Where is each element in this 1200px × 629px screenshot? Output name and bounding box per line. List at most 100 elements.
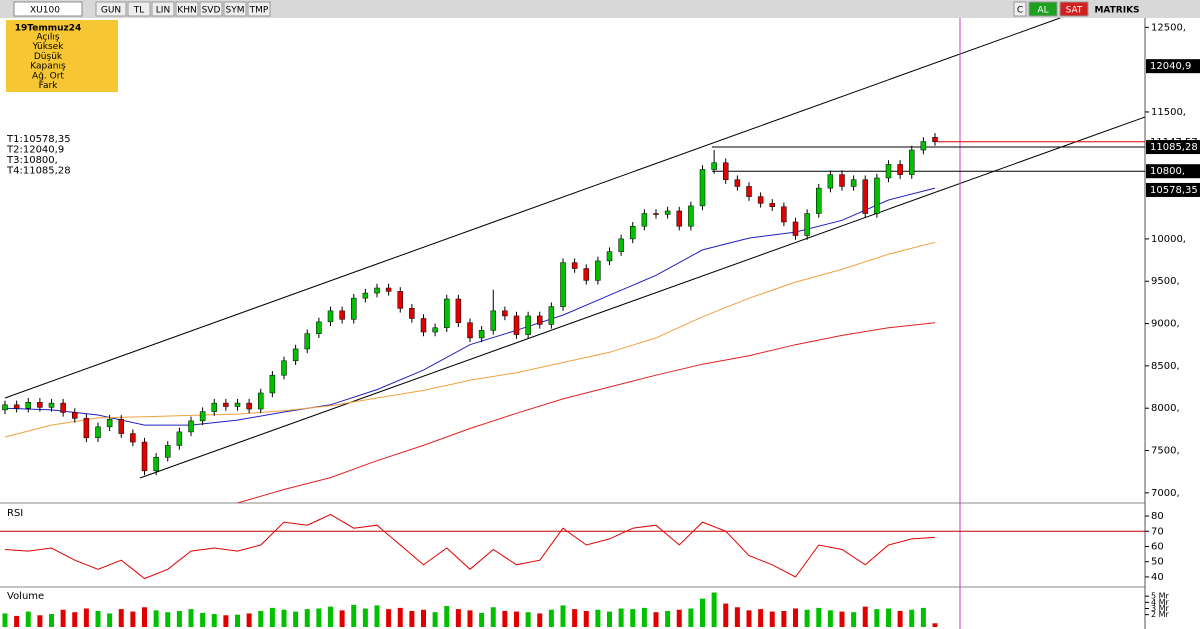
y-tick-label: 12500, — [1151, 22, 1186, 33]
candle-body — [781, 206, 787, 223]
volume-bar — [839, 611, 845, 627]
panel-title: RSI — [7, 508, 23, 519]
candle-body — [292, 348, 299, 362]
volume-bar — [444, 606, 450, 627]
price-tag-box — [1146, 59, 1200, 74]
panel-title: Volume — [7, 591, 44, 602]
toolbar-button[interactable] — [127, 1, 151, 17]
candle-body — [106, 418, 113, 428]
volume-bar — [200, 612, 206, 627]
candle-body — [490, 310, 496, 331]
candle-body — [432, 327, 438, 333]
y-tick-label: 2 Mr — [1151, 610, 1170, 619]
volume-bar — [676, 609, 682, 627]
volume-bar — [328, 606, 333, 627]
volume-bar — [723, 603, 729, 627]
price-tag: 12040,9 — [1150, 61, 1191, 72]
toolbar-button-label[interactable]: SYM — [226, 6, 245, 16]
candle-body — [757, 196, 764, 204]
price-tag: 11085,28 — [1150, 142, 1198, 153]
volume-bar — [432, 612, 438, 627]
candle-body — [72, 412, 78, 419]
volume-bar — [293, 611, 299, 627]
info-field: Düşük — [34, 52, 63, 62]
y-tick-label: 8500, — [1151, 361, 1180, 372]
candle-body — [246, 402, 252, 410]
candle-body — [374, 287, 380, 294]
toolbar-button-label[interactable]: SAT — [1066, 6, 1083, 16]
volume-bar — [25, 611, 31, 627]
candle-body — [920, 141, 927, 151]
volume-bar — [235, 614, 240, 627]
toolbar-button[interactable] — [247, 1, 271, 17]
volume-bar — [897, 610, 903, 627]
candle-body — [223, 402, 229, 407]
volume-bar — [246, 613, 252, 627]
candle-body — [571, 262, 578, 269]
level-annotation: T3:10800, — [6, 155, 58, 166]
candle-body — [711, 162, 717, 170]
volume-bar — [862, 606, 868, 627]
volume-bar — [258, 610, 264, 627]
volume-bar — [2, 613, 8, 627]
volume-bar — [455, 609, 461, 627]
toolbar-button[interactable] — [1059, 1, 1089, 17]
y-tick-label: 50 — [1151, 557, 1164, 568]
toolbar-button-label[interactable]: C — [1017, 6, 1023, 16]
candle-body — [769, 203, 775, 208]
info-box — [6, 20, 118, 92]
volume-bar — [607, 611, 612, 627]
volume-bar — [920, 607, 926, 627]
candle-body — [513, 315, 520, 335]
toolbar-button-label[interactable]: LIN — [156, 6, 170, 16]
y-tick-label: 3 Mr — [1151, 604, 1170, 613]
info-field: Kapanış — [30, 62, 66, 72]
candle-body — [397, 291, 403, 309]
price-tag-box — [1146, 140, 1200, 155]
y-tick-label: 7000, — [1151, 488, 1180, 499]
toolbar-button-label[interactable]: SVD — [202, 6, 221, 16]
volume-bar — [525, 612, 531, 627]
toolbar-button[interactable] — [95, 1, 127, 17]
candle-body — [688, 205, 694, 227]
volume-bar — [165, 612, 171, 627]
toolbar-button[interactable] — [175, 1, 199, 17]
candle-body — [792, 221, 799, 236]
candle-body — [304, 333, 310, 350]
candle-body — [839, 174, 845, 187]
volume-bar — [49, 614, 54, 627]
candle-body — [13, 404, 20, 409]
toolbar-button[interactable] — [223, 1, 247, 17]
price-tag-box — [1146, 182, 1200, 197]
charts: 12500, 11500, 10000, 9500, 9000, 8500, 8000, 75… — [0, 22, 1200, 627]
candle-body — [258, 392, 264, 410]
candle-body — [827, 174, 834, 189]
volume-bar — [827, 610, 833, 627]
toolbar-button[interactable] — [199, 1, 223, 17]
candle-body — [385, 287, 392, 292]
toolbar-button[interactable] — [1013, 1, 1027, 17]
volume-bar — [618, 608, 624, 627]
toolbar — [0, 0, 1200, 18]
toolbar-button-label[interactable]: AL — [1037, 6, 1048, 16]
volume-bar — [769, 611, 775, 627]
candle-body — [874, 177, 880, 214]
candle-body — [409, 308, 415, 319]
toolbar-button[interactable] — [151, 1, 175, 17]
brand: MATRIKS — [1094, 6, 1139, 16]
candle-body — [897, 164, 903, 175]
volume-bar — [153, 610, 159, 627]
info-field: Ağ. Ort — [32, 71, 64, 81]
toolbar-button-label[interactable]: KHN — [177, 6, 196, 16]
toolbar-button-label[interactable]: TMP — [249, 6, 269, 16]
price-tag: 10578,35 — [1150, 185, 1198, 196]
toolbar-button-label[interactable]: TL — [133, 6, 145, 16]
candle-body — [234, 402, 241, 407]
toolbar-button-label[interactable]: GUN — [101, 6, 121, 16]
volume-bar — [188, 609, 194, 627]
moving-average — [4, 241, 936, 438]
volume-bar — [467, 610, 473, 627]
toolbar-button[interactable] — [1028, 1, 1058, 17]
y-tick-label: 70 — [1151, 526, 1164, 537]
